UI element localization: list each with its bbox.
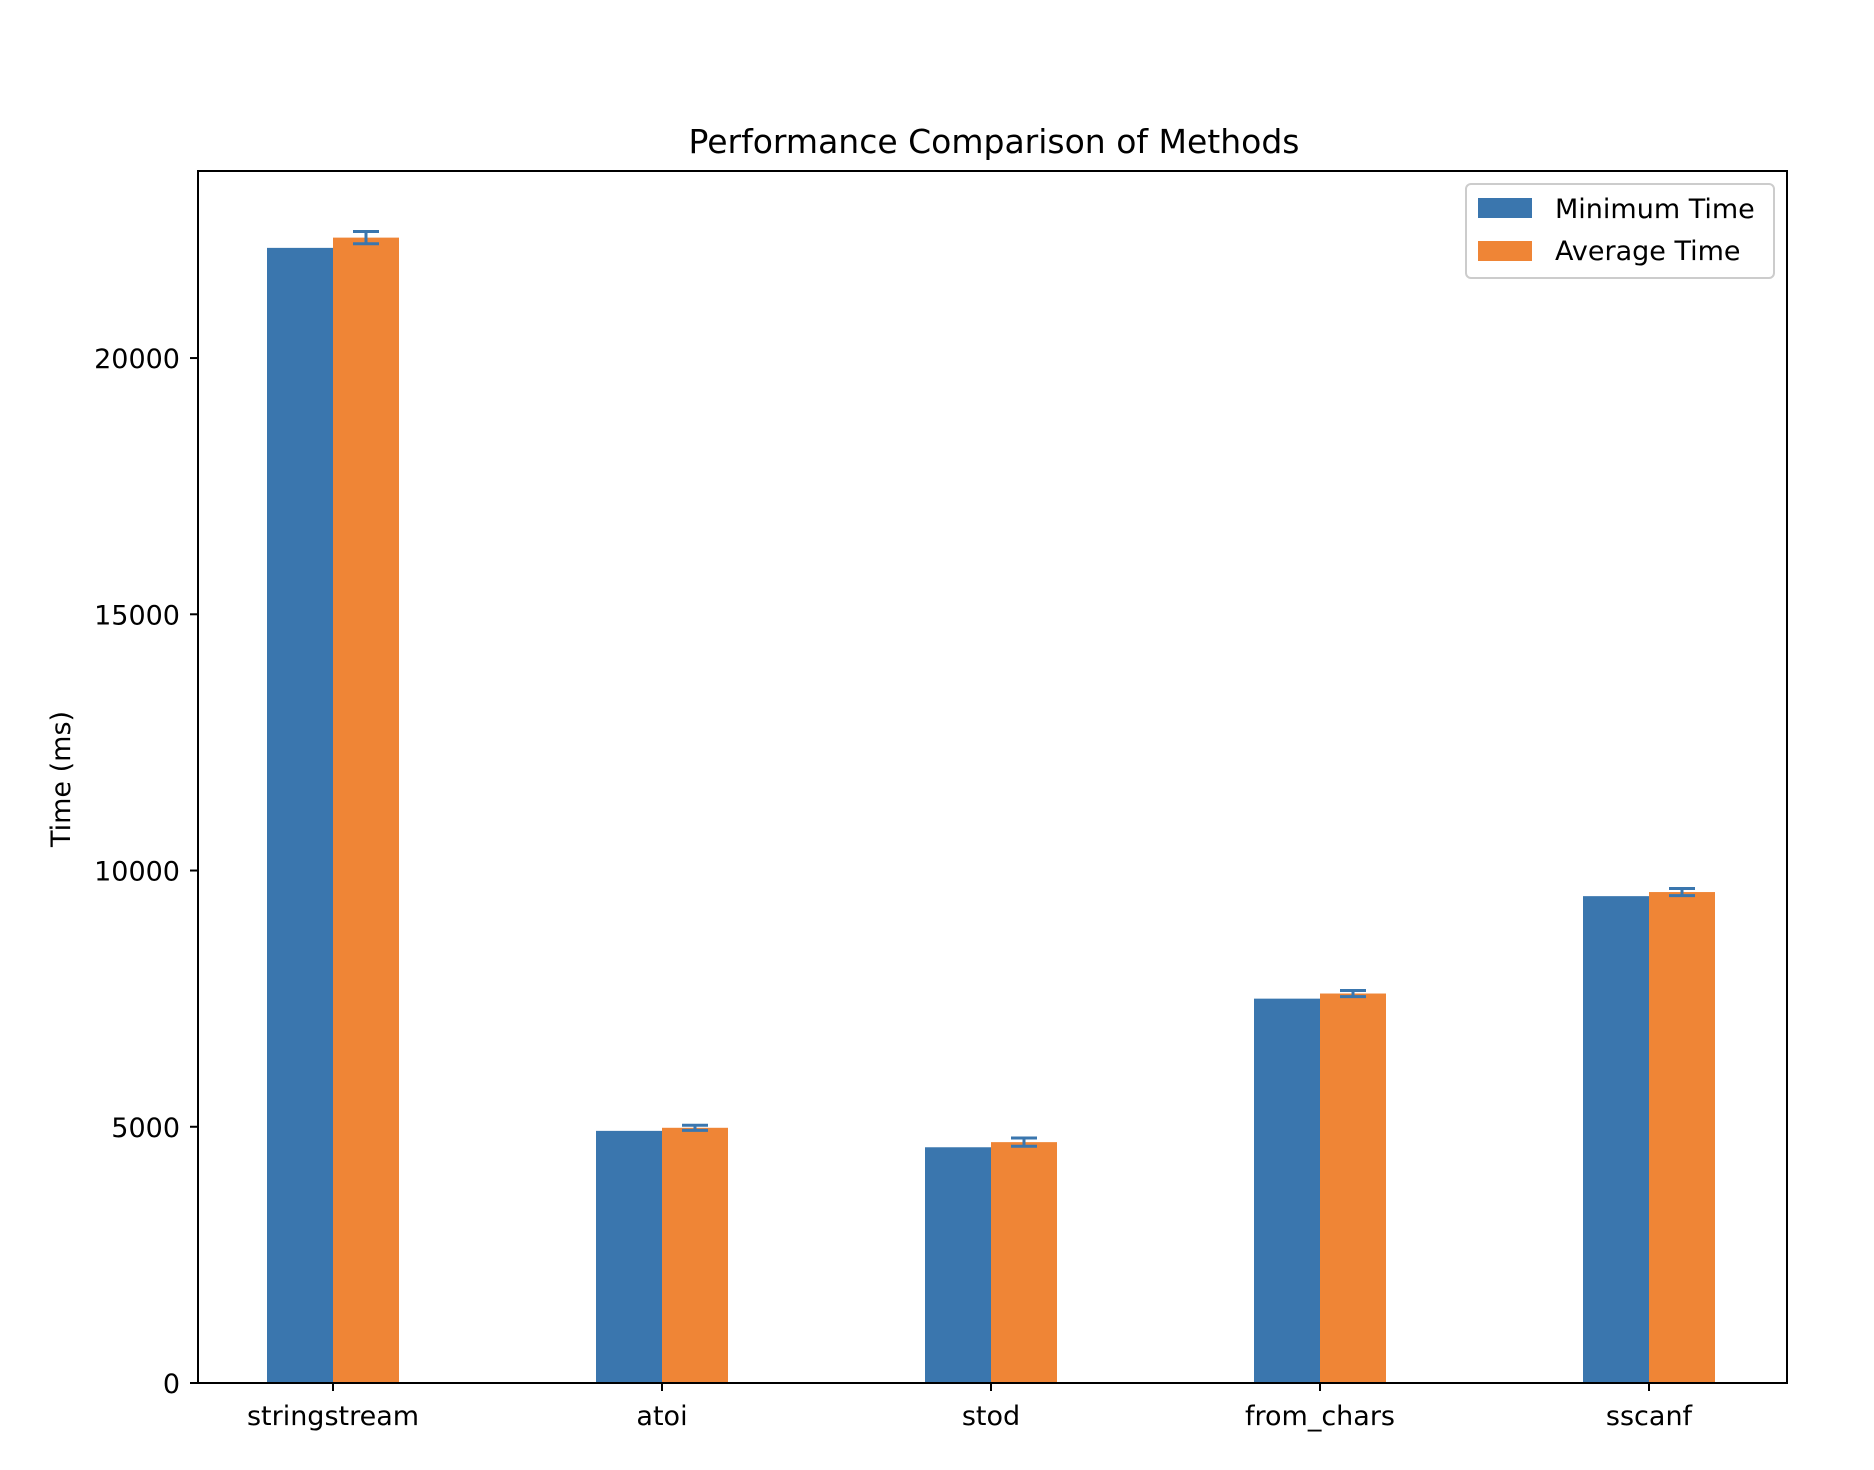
error-bar-average-time-stringstream — [353, 229, 379, 246]
error-bar-average-time-stod — [1011, 1136, 1037, 1148]
x-tick-label-from-chars: from_chars — [1245, 1401, 1395, 1432]
legend-box — [1465, 183, 1775, 279]
y-axis-label: Time (ms) — [46, 711, 77, 848]
y-tick-label-0: 0 — [163, 1369, 180, 1400]
legend-swatch-average-time — [1478, 241, 1532, 261]
bar-average-time-stringstream — [333, 237, 399, 1383]
bar-minimum-time-stod — [925, 1147, 991, 1383]
chart-title: Performance Comparison of Methods — [689, 122, 1300, 161]
bar-minimum-time-stringstream — [267, 247, 333, 1383]
x-tick-label-stringstream: stringstream — [247, 1401, 419, 1432]
error-bar-average-time-sscanf — [1669, 886, 1695, 898]
x-ticks-group: stringstream atoi stod from_chars sscanf — [247, 1383, 1694, 1432]
y-tick-label-5000: 5000 — [111, 1113, 180, 1144]
legend-swatch-minimum-time — [1478, 198, 1532, 218]
bar-average-time-from-chars — [1320, 993, 1386, 1383]
error-bar-average-time-atoi — [682, 1123, 708, 1132]
bar-minimum-time-from-chars — [1254, 998, 1320, 1383]
plot-frame — [197, 170, 1788, 1384]
x-tick-label-sscanf: sscanf — [1606, 1401, 1694, 1432]
bar-average-time-stod — [991, 1142, 1057, 1383]
y-tick-label-15000: 15000 — [94, 600, 180, 631]
error-bars-group — [353, 229, 1695, 1148]
x-tick-label-atoi: atoi — [636, 1401, 687, 1432]
bar-average-time-atoi — [662, 1127, 728, 1383]
bar-minimum-time-sscanf — [1583, 896, 1649, 1383]
y-ticks-group: 0 5000 10000 15000 20000 — [94, 344, 198, 1400]
y-tick-label-20000: 20000 — [94, 344, 180, 375]
legend-label-average-time: Average Time — [1555, 236, 1741, 267]
bars-group — [267, 237, 1715, 1383]
bar-average-time-sscanf — [1649, 892, 1715, 1383]
y-tick-label-10000: 10000 — [94, 857, 180, 888]
error-bar-average-time-from-chars — [1340, 988, 1366, 999]
legend-label-minimum-time: Minimum Time — [1555, 194, 1755, 225]
legend: Minimum Time Average Time — [1465, 183, 1775, 279]
x-tick-label-stod: stod — [962, 1401, 1020, 1432]
bar-minimum-time-atoi — [596, 1130, 662, 1383]
